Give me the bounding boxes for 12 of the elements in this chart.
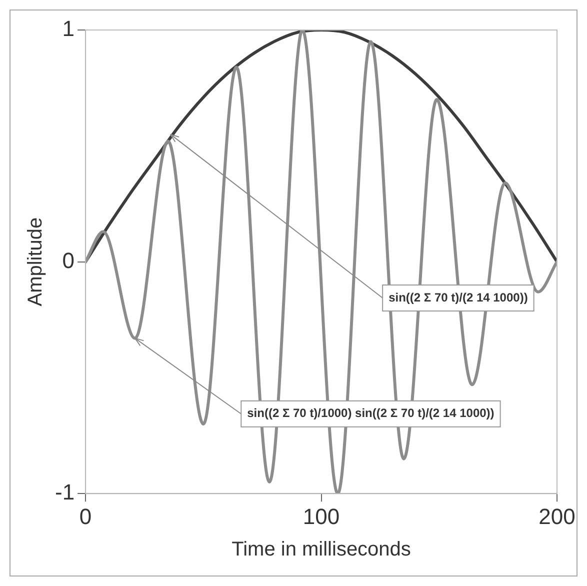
x-axis-title: Time in milliseconds [232, 538, 411, 561]
annotation: sin((2 Σ 70 t)/(2 14 1000)) [388, 290, 528, 304]
y-tick-label: 0 [62, 248, 75, 273]
y-axis-title: Amplitude [24, 217, 47, 306]
line-series [86, 30, 557, 264]
x-tick-label: 200 [538, 504, 576, 529]
annotation: sin((2 Σ 70 t)/1000) sin((2 Σ 70 t)/(2 14 1000)) [247, 406, 494, 420]
y-tick-label: -1 [55, 480, 75, 505]
x-tick-label: 100 [302, 504, 340, 529]
y-tick-label: 1 [62, 16, 75, 42]
x-tick-label: 0 [79, 504, 92, 529]
line-series [86, 30, 557, 494]
